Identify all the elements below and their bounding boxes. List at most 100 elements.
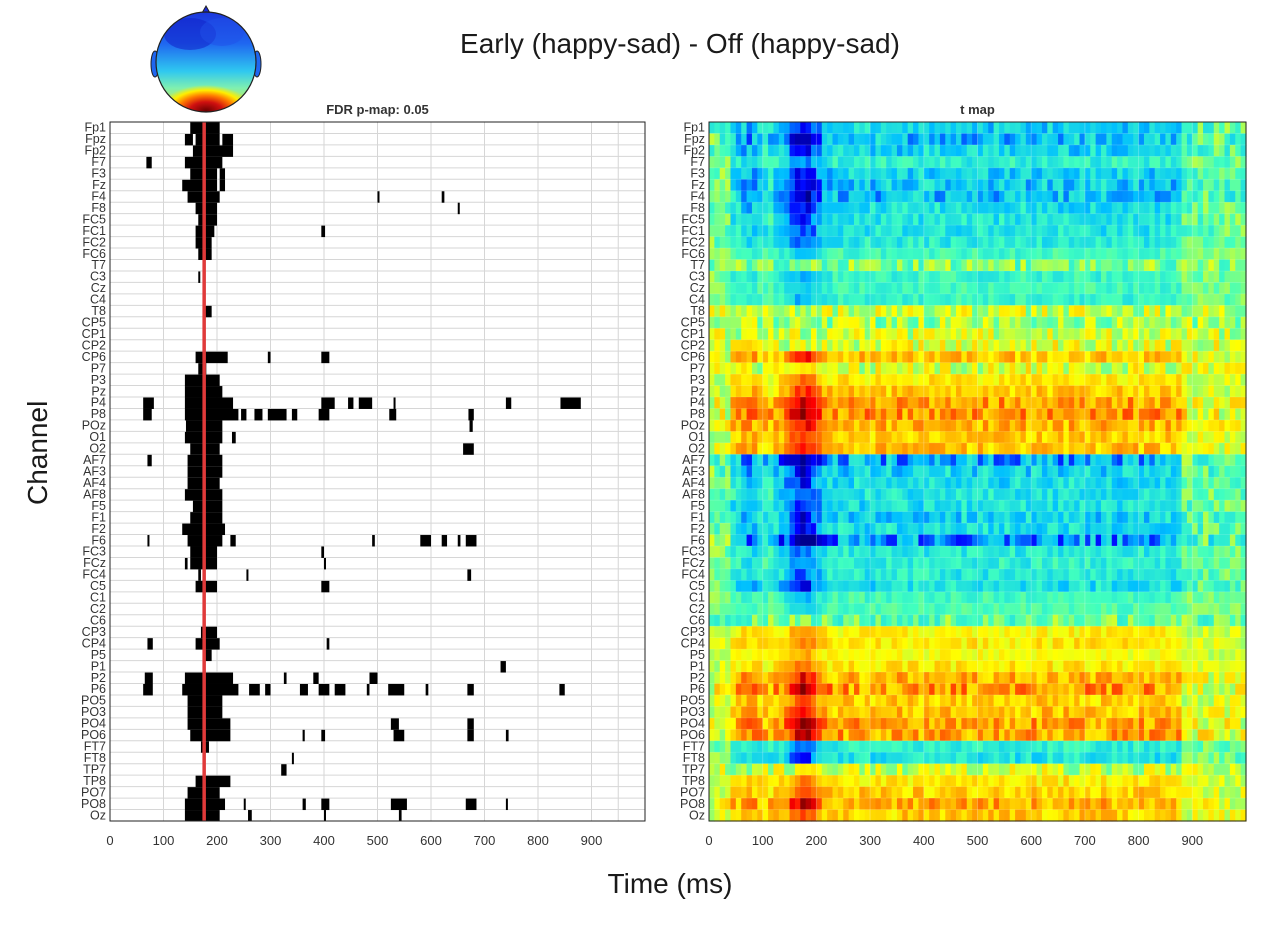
t-map-cell xyxy=(805,397,812,410)
t-map-cell xyxy=(800,328,807,341)
t-map-cell xyxy=(735,637,742,650)
t-map-cell xyxy=(907,626,914,639)
t-map-cell xyxy=(735,156,742,169)
t-map-cell xyxy=(1176,236,1183,249)
t-map-cell xyxy=(794,488,801,501)
t-map-cell xyxy=(1224,305,1231,318)
t-map-cell xyxy=(896,328,903,341)
t-map-cell xyxy=(972,534,979,547)
t-map-cell xyxy=(1213,167,1220,180)
t-map-cell xyxy=(1095,557,1102,570)
t-map-cell xyxy=(832,202,839,215)
t-map-cell xyxy=(939,431,946,444)
t-map-cell xyxy=(896,293,903,306)
t-map-cell xyxy=(972,614,979,627)
t-map-cell xyxy=(977,156,984,169)
t-map-cell xyxy=(1219,385,1226,398)
t-map-cell xyxy=(923,500,930,513)
t-map-channel-label: F1 xyxy=(690,510,705,524)
t-map-cell xyxy=(1208,397,1215,410)
t-map-cell xyxy=(800,259,807,272)
t-map-cell xyxy=(789,545,796,559)
t-map-cell xyxy=(896,488,903,501)
t-map-cell xyxy=(832,385,839,398)
t-map-cell xyxy=(1025,557,1032,570)
t-map-cell xyxy=(741,568,748,581)
t-map-cell xyxy=(1170,236,1177,249)
t-map-cell xyxy=(1074,339,1081,352)
t-map-cell xyxy=(1176,316,1183,329)
t-map-cell xyxy=(1068,316,1075,329)
t-map-cell xyxy=(714,385,721,398)
t-map-cell xyxy=(1036,259,1043,272)
t-map-cell xyxy=(1149,511,1156,524)
t-map-cell xyxy=(827,442,834,455)
t-map-cell xyxy=(939,465,946,478)
t-map-cell xyxy=(1186,316,1193,329)
t-map-cell xyxy=(859,305,866,318)
t-map-cell xyxy=(757,568,764,581)
t-map-cell xyxy=(966,362,973,375)
t-map-cell xyxy=(956,454,962,467)
t-map-cell xyxy=(1224,591,1231,604)
t-map-cell xyxy=(923,374,930,387)
t-map-cell xyxy=(1117,248,1124,261)
t-map-cell xyxy=(1154,133,1161,146)
t-map-cell xyxy=(864,270,871,284)
significant-segment xyxy=(283,672,287,684)
t-map-cell xyxy=(1101,236,1107,249)
t-map-cell xyxy=(913,190,920,203)
t-map-cell xyxy=(709,500,715,513)
t-map-cell xyxy=(929,122,936,135)
t-map-cell xyxy=(1160,156,1167,169)
t-map-cell xyxy=(821,545,828,559)
t-map-cell xyxy=(864,202,871,215)
t-map-cell xyxy=(832,568,839,581)
t-map-cell xyxy=(789,568,796,581)
t-map-cell xyxy=(1031,202,1038,215)
t-map-channel-label: Fz xyxy=(691,178,705,192)
t-map-cell xyxy=(719,362,726,375)
t-map-cell xyxy=(811,236,817,249)
t-map-cell xyxy=(977,328,984,341)
t-map-cell xyxy=(950,133,957,146)
t-map-cell xyxy=(945,213,952,226)
t-map-cell xyxy=(1101,305,1107,318)
t-map-cell xyxy=(853,500,860,513)
t-map-cell xyxy=(1101,419,1107,432)
t-map-cell xyxy=(1041,637,1048,650)
t-map-cell xyxy=(1090,362,1097,375)
t-map-cell xyxy=(945,614,952,627)
t-map-cell xyxy=(719,248,726,261)
t-map-cell xyxy=(794,385,801,398)
t-map-cell xyxy=(1074,133,1081,146)
t-map-cell xyxy=(827,248,834,261)
t-map-cell xyxy=(1154,568,1161,581)
t-map-cell xyxy=(789,465,796,478)
t-map-cell xyxy=(789,316,796,329)
t-map-cell xyxy=(934,190,941,203)
t-map-cell xyxy=(913,591,920,604)
t-map-cell xyxy=(848,179,855,192)
t-map-cell xyxy=(923,454,930,467)
t-map-cell xyxy=(751,626,758,639)
t-map-cell xyxy=(1074,591,1081,604)
t-map-cell xyxy=(832,374,839,387)
t-map-cell xyxy=(1106,580,1113,593)
t-map-cell xyxy=(1165,431,1172,444)
t-map-cell xyxy=(1068,637,1075,650)
t-map-cell xyxy=(816,270,823,284)
t-map-cell xyxy=(1170,259,1177,272)
significant-segment xyxy=(291,752,294,765)
t-map-cell xyxy=(896,545,903,559)
t-map-cell xyxy=(945,545,952,559)
t-map-cell xyxy=(848,511,855,524)
t-map-cell xyxy=(848,545,855,559)
t-map-cell xyxy=(1192,637,1199,650)
t-map-cell xyxy=(773,591,780,604)
t-map-cell xyxy=(741,374,748,387)
t-map-cell xyxy=(1133,362,1140,375)
t-map-cell xyxy=(1004,557,1011,570)
t-map-cell xyxy=(864,534,871,547)
t-map-cell xyxy=(848,385,855,398)
